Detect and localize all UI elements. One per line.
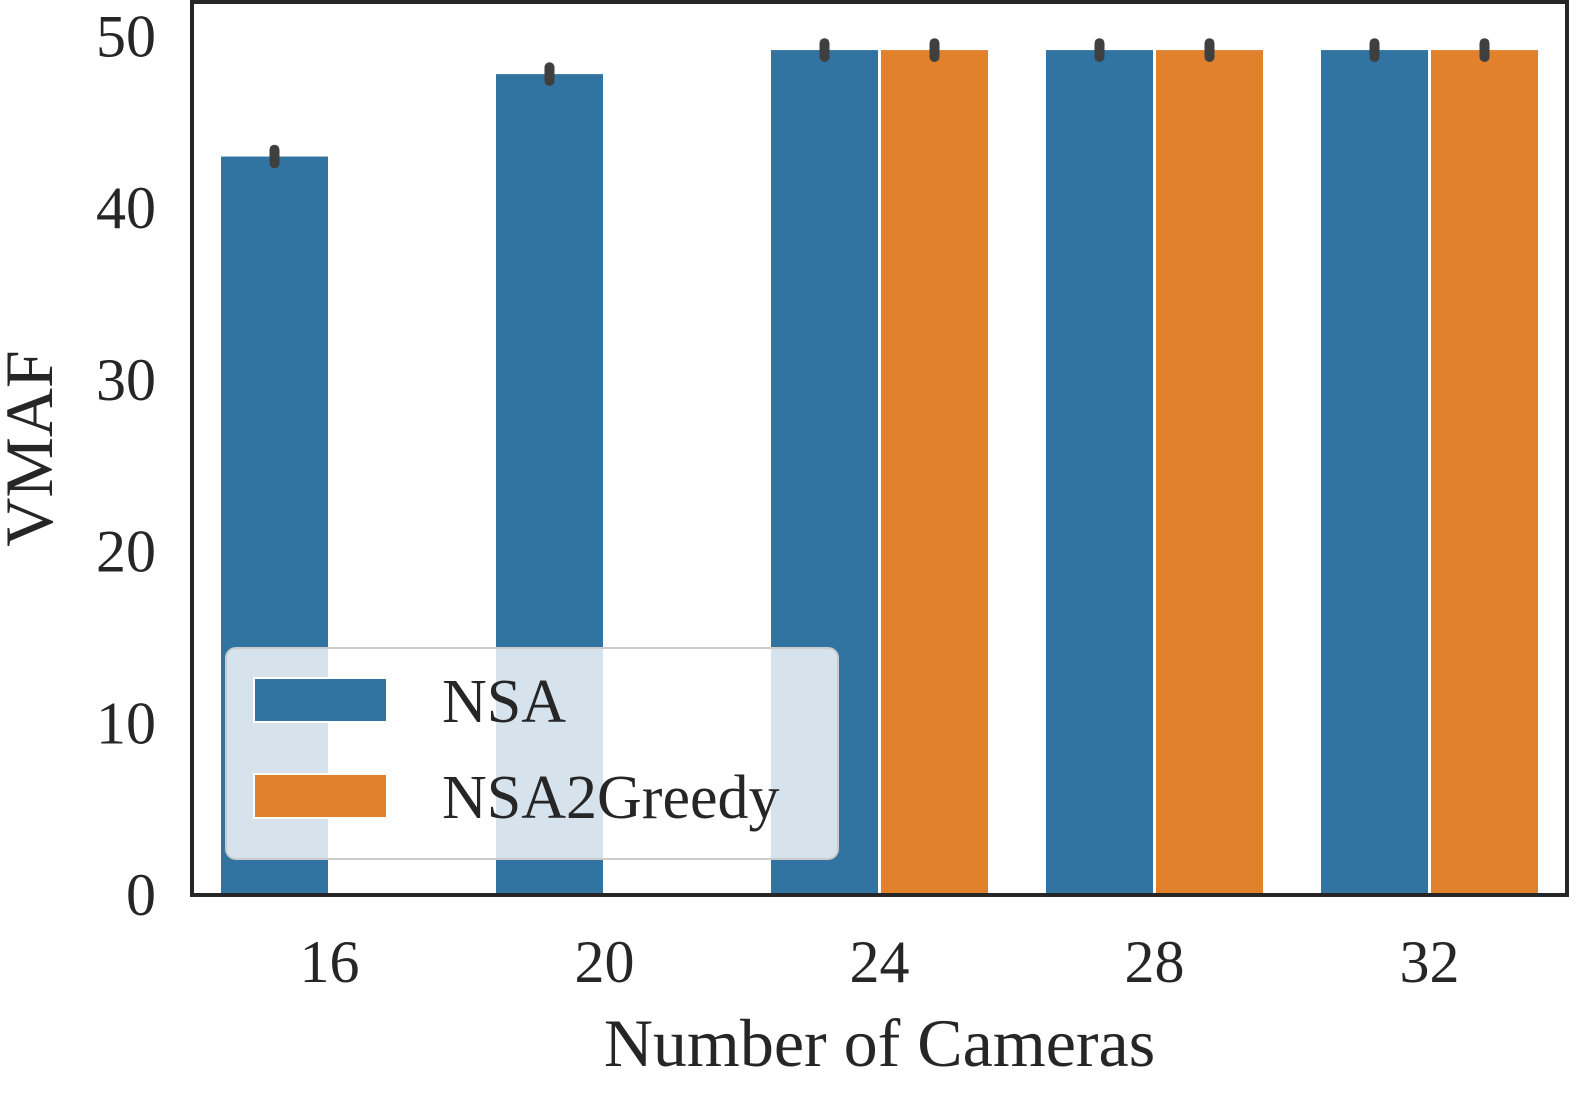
- bars-layer: [221, 50, 1538, 896]
- legend-label-NSA2Greedy: NSA2Greedy: [442, 764, 780, 832]
- x-tick-label: 24: [850, 929, 910, 995]
- y-tick-label: 50: [96, 3, 156, 69]
- x-tick-label: 28: [1125, 929, 1185, 995]
- x-tick-label: 16: [300, 929, 360, 995]
- plot-frame: [190, 0, 1569, 897]
- y-axis-label: VMAF: [0, 350, 67, 547]
- legend-swatch-NSA: [253, 677, 388, 723]
- y-tick-label: 40: [96, 175, 156, 241]
- x-tick-label: 20: [575, 929, 635, 995]
- y-tick-label: 30: [96, 347, 156, 413]
- bar-NSA2Greedy-32: [1431, 50, 1538, 896]
- bar-NSA2Greedy-24: [881, 50, 988, 896]
- bar-NSA-32: [1321, 50, 1428, 896]
- y-tick-label: 10: [96, 690, 156, 756]
- x-tick-label: 32: [1400, 929, 1460, 995]
- y-tick-label: 0: [126, 862, 156, 928]
- x-tick-labels: 16 20 24 28 32: [300, 929, 1460, 995]
- y-tick-label: 20: [96, 519, 156, 585]
- errorbars-layer: [269, 38, 1490, 169]
- bar-NSA2Greedy-28: [1156, 50, 1263, 896]
- legend-label-NSA: NSA: [442, 668, 566, 736]
- bar-NSA-28: [1046, 50, 1153, 896]
- x-axis-label: Number of Cameras: [604, 1005, 1155, 1081]
- legend-swatch-NSA2Greedy: [253, 773, 388, 819]
- y-tick-labels: 0 10 20 30 40 50: [96, 3, 156, 928]
- legend: NSA NSA2Greedy: [225, 647, 839, 860]
